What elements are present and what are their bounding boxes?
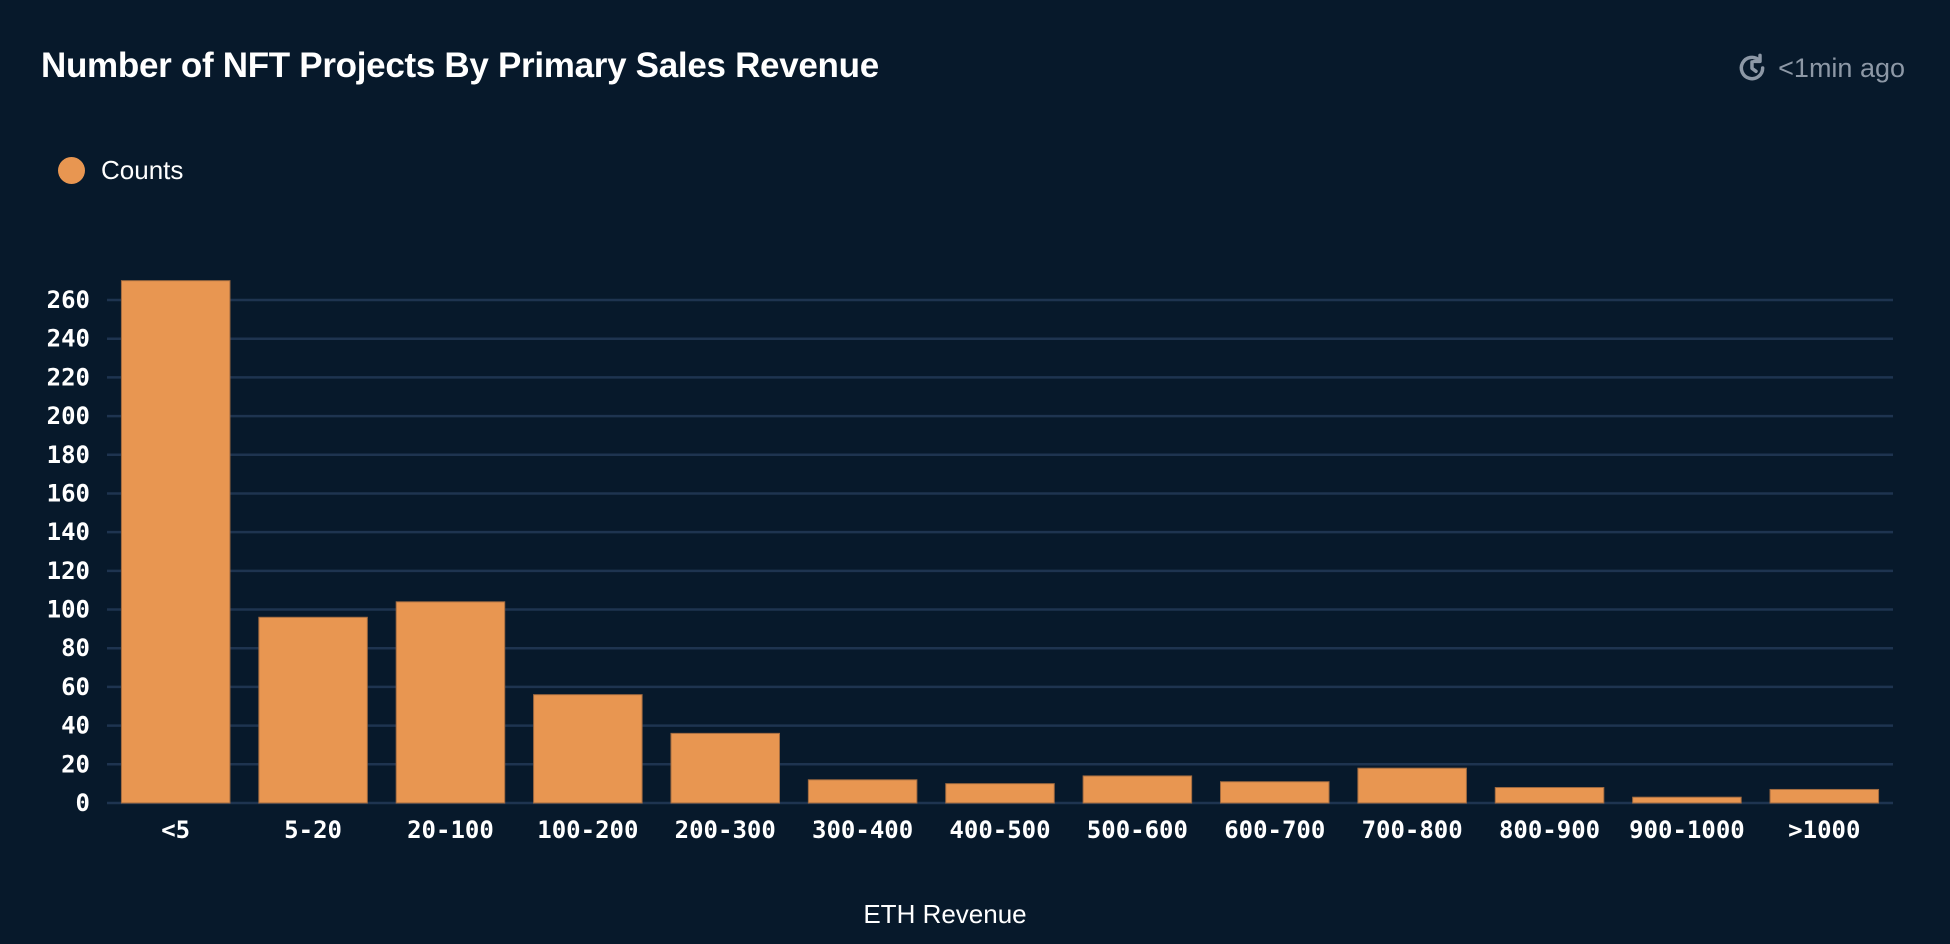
y-tick-label: 40 (61, 712, 90, 740)
bar-200-300[interactable] (670, 732, 780, 804)
x-tick-label: 500-600 (1087, 816, 1188, 844)
x-tick-label: 800-900 (1499, 816, 1600, 844)
y-tick-label: 140 (47, 518, 90, 546)
bar-500-600[interactable] (1082, 775, 1193, 804)
x-tick-label: 100-200 (537, 816, 638, 844)
bar-900-1000[interactable] (1632, 796, 1742, 804)
x-tick-label: <5 (161, 816, 190, 844)
bar--1000[interactable] (1769, 788, 1880, 804)
y-axis-ticks: 0 20 40 60 80 100 120 140 160 180 200 220 240 260 (47, 286, 90, 817)
y-tick-label: 160 (47, 479, 90, 507)
grid-lines (107, 298, 1893, 805)
last-updated-text: <1min ago (1778, 52, 1905, 83)
x-tick-label: 400-500 (949, 816, 1050, 844)
x-tick-label: 20-100 (407, 816, 494, 844)
bar-400-500[interactable] (945, 783, 1055, 804)
bar-100-200[interactable] (533, 694, 643, 804)
bar-600-700[interactable] (1220, 781, 1330, 804)
y-tick-label: 240 (47, 325, 90, 353)
y-tick-label: 220 (47, 363, 90, 391)
y-tick-label: 60 (61, 673, 90, 701)
legend: Counts (58, 155, 183, 186)
x-tick-label: >1000 (1788, 816, 1860, 844)
y-tick-label: 80 (61, 634, 90, 662)
y-tick-label: 180 (47, 441, 90, 469)
clock-refresh-icon (1739, 53, 1765, 81)
x-tick-label: 600-700 (1224, 816, 1325, 844)
x-tick-label: 300-400 (812, 816, 913, 844)
bar-700-800[interactable] (1357, 767, 1467, 804)
x-tick-label: 900-1000 (1629, 816, 1745, 844)
x-tick-label: 200-300 (675, 816, 776, 844)
y-tick-label: 20 (61, 750, 90, 778)
bar-20-100[interactable] (395, 601, 506, 804)
chart-title: Number of NFT Projects By Primary Sales … (41, 46, 879, 85)
x-tick-label: 5-20 (284, 816, 342, 844)
bar-800-900[interactable] (1494, 787, 1605, 804)
last-updated: <1min ago (1736, 52, 1905, 84)
x-tick-label: 700-800 (1362, 816, 1463, 844)
bar--5[interactable] (120, 280, 231, 804)
legend-label-counts: Counts (101, 155, 184, 185)
bars (120, 280, 1880, 804)
y-tick-label: 100 (47, 596, 90, 624)
bar-300-400[interactable] (807, 779, 918, 804)
x-axis-ticks: <5 5-20 20-100 100-200 200-300 300-400 400-500… (161, 816, 1860, 844)
y-tick-label: 260 (47, 286, 90, 314)
y-tick-label: 200 (47, 402, 90, 430)
bar-5-20[interactable] (258, 616, 368, 804)
legend-swatch-counts (58, 157, 85, 184)
x-axis-label: ETH Revenue (863, 899, 1026, 929)
y-tick-label: 0 (76, 789, 90, 817)
y-tick-label: 120 (47, 557, 90, 585)
